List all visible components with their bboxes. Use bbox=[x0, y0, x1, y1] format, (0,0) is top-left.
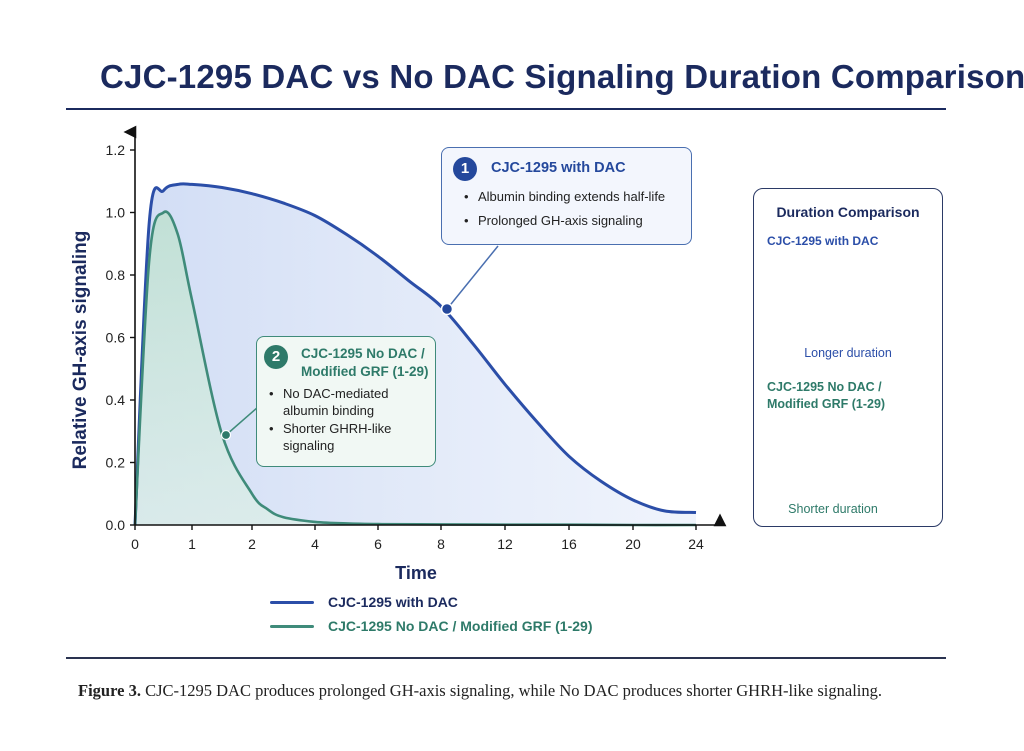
x-tick-label: 8 bbox=[437, 536, 445, 552]
x-tick-label: 0 bbox=[131, 536, 139, 552]
x-tick-label: 6 bbox=[374, 536, 382, 552]
figure-caption: Figure 3. CJC-1295 DAC produces prolonge… bbox=[78, 681, 882, 701]
x-tick-label: 4 bbox=[311, 536, 319, 552]
x-tick-label: 12 bbox=[497, 536, 513, 552]
nodac-callout: 2 CJC-1295 No DAC /Modified GRF (1-29) N… bbox=[256, 336, 436, 467]
duration-comparison-panel bbox=[753, 188, 943, 527]
series-line-dac bbox=[133, 182, 697, 526]
dac-callout-anchor-dot bbox=[440, 302, 454, 316]
nodac-callout-leader bbox=[225, 406, 259, 436]
figure-caption-text: CJC-1295 DAC produces prolonged GH-axis … bbox=[145, 681, 882, 700]
nodac-callout-bullet: No DAC-mediated albumin binding bbox=[269, 386, 429, 419]
legend-label-dac: CJC-1295 with DAC bbox=[328, 594, 458, 610]
dac-callout-title: CJC-1295 with DAC bbox=[491, 160, 626, 176]
dac-callout: 1 CJC-1295 with DAC Albumin binding exte… bbox=[441, 147, 692, 245]
x-tick-label: 16 bbox=[561, 536, 577, 552]
nodac-callout-bullets: No DAC-mediated albumin binding Shorter … bbox=[269, 386, 429, 456]
y-tick-label: 0.4 bbox=[106, 392, 126, 408]
nodac-callout-bullet: Shorter GHRH-like signaling bbox=[269, 421, 429, 454]
y-tick-label: 0.0 bbox=[106, 517, 126, 533]
y-tick-label: 0.6 bbox=[106, 330, 126, 346]
legend-label-nodac: CJC-1295 No DAC / Modified GRF (1-29) bbox=[328, 618, 593, 634]
x-tick-label: 24 bbox=[688, 536, 704, 552]
legend-swatch-nodac bbox=[270, 625, 314, 628]
nodac-callout-title: CJC-1295 No DAC / Modified GRF (1-29) bbox=[301, 346, 429, 379]
dac-callout-leader bbox=[446, 245, 499, 310]
y-tick-label: 0.8 bbox=[106, 267, 126, 283]
series-area-nodac bbox=[135, 211, 696, 526]
page-title: CJC-1295 DAC vs No DAC Signaling Duratio… bbox=[100, 58, 1024, 95]
dac-callout-bullet: Prolonged GH-axis signaling bbox=[464, 212, 686, 229]
nodac-callout-anchor-dot bbox=[220, 429, 232, 441]
y-tick-label: 1.0 bbox=[106, 205, 126, 221]
x-tick-label: 2 bbox=[248, 536, 256, 552]
title-divider bbox=[66, 108, 946, 110]
y-tick-label: 1.2 bbox=[106, 142, 126, 158]
caption-divider bbox=[66, 657, 946, 659]
x-axis-label: Time bbox=[395, 563, 437, 583]
nodac-callout-number-badge: 2 bbox=[264, 345, 288, 369]
y-tick-label: 0.2 bbox=[106, 455, 126, 471]
legend-swatch-dac bbox=[270, 601, 314, 604]
x-tick-label: 20 bbox=[625, 536, 641, 552]
y-axis-label: Relative GH-axis signaling bbox=[70, 231, 91, 470]
figure-caption-label: Figure 3. bbox=[78, 681, 141, 700]
dac-callout-bullets: Albumin binding extends half-life Prolon… bbox=[464, 188, 686, 236]
dac-callout-bullet: Albumin binding extends half-life bbox=[464, 188, 686, 205]
dac-callout-number-badge: 1 bbox=[453, 157, 477, 181]
x-tick-label: 1 bbox=[188, 536, 196, 552]
